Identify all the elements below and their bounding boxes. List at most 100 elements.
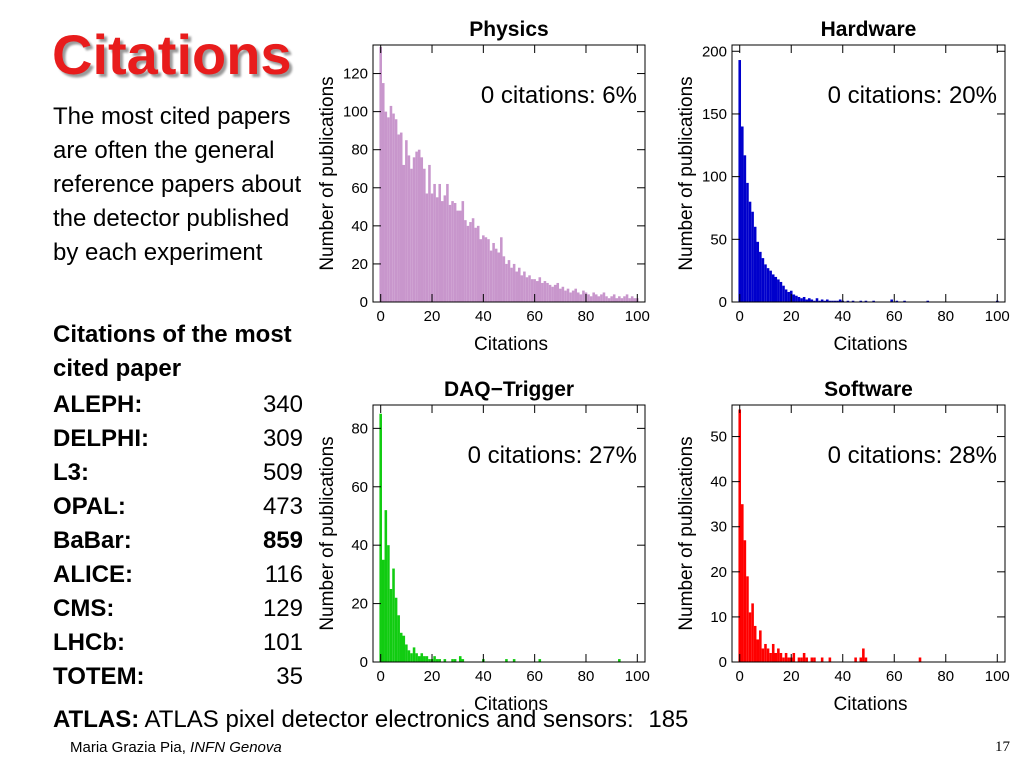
bar-hardware-21 [792,294,796,302]
bar-software-3 [746,576,749,662]
y-tick-label: 80 [351,142,368,159]
bar-physics-51 [510,267,513,302]
chart-title-hardware: Hardware [821,18,917,41]
bar-hardware-9 [761,258,765,302]
bar-hardware-37 [833,300,837,302]
bar-physics-33 [464,220,467,302]
x-tick-label: 80 [578,308,595,325]
experiment-row-cms: CMS: 129 [53,592,303,626]
bar-physics-5 [392,113,395,303]
bar-software-21 [792,652,796,662]
bar-physics-30 [456,210,459,302]
experiment-citations: 509 [262,459,303,486]
bar-physics-72 [564,290,567,302]
bar-hardware-26 [805,299,808,302]
bar-software-10 [764,643,767,662]
x-tick-label: 60 [886,668,903,685]
bar-physics-84 [594,294,598,302]
bar-physics-7 [397,134,400,302]
bar-physics-86 [600,294,603,302]
chart-title-daq-trigger: DAQ−Trigger [444,378,574,401]
bar-hardware-25 [802,296,806,302]
bar-physics-58 [528,275,531,302]
bar-physics-73 [566,288,570,302]
bar-daq-trigger-9 [402,635,406,662]
experiment-row-totem: TOTEM: 35 [53,660,303,694]
x-tick-label: 40 [475,668,492,685]
x-axis-label: Citations [474,334,548,355]
bar-physics-1 [381,83,385,303]
zero-citations-annotation: 0 citations: 20% [828,82,997,109]
bar-software-5 [751,603,754,662]
bar-software-1 [741,504,744,662]
x-tick-label: 100 [985,668,1010,685]
experiment-name: CMS: [53,595,115,622]
bar-physics-77 [577,292,580,302]
y-tick-label: 200 [702,43,727,60]
atlas-line: ATLAS: ATLAS pixel detector electronics … [53,706,688,734]
bar-daq-trigger-32 [461,659,465,662]
bar-software-9 [761,648,765,662]
bar-software-26 [805,657,808,662]
bar-hardware-8 [759,251,762,302]
bar-software-24 [800,657,803,662]
experiment-name: L3: [53,459,89,486]
plot-frame-physics [372,44,646,303]
bar-physics-98 [630,296,634,302]
y-tick-label: 50 [710,231,727,248]
bar-hardware-38 [836,300,839,302]
bar-daq-trigger-28 [451,659,454,662]
y-tick-label: 60 [351,479,368,496]
bar-physics-79 [582,290,585,302]
bar-hardware-61 [895,300,899,302]
bar-physics-36 [471,218,475,302]
x-tick-label: 80 [937,308,954,325]
bar-physics-2 [384,111,388,302]
bar-physics-96 [625,294,629,302]
bar-physics-12 [410,168,413,302]
bar-daq-trigger-6 [394,597,398,662]
bar-hardware-47 [859,300,863,302]
bar-physics-37 [474,227,477,302]
bar-daq-trigger-15 [417,656,421,662]
experiment-row-l3: L3: 509 [53,456,303,490]
x-tick-label: 0 [377,668,385,685]
experiment-name: ALEPH: [53,391,143,418]
bar-physics-22 [435,197,439,302]
y-tick-label: 40 [710,474,727,491]
bar-physics-85 [597,296,601,302]
y-tick-label: 80 [351,420,368,437]
y-tick-label: 20 [710,564,727,581]
bar-physics-39 [479,239,483,302]
page-number: 17 [995,739,1010,755]
experiment-row-opal: OPAL: 473 [53,490,303,524]
y-axis-label: Number of publications [676,436,697,630]
x-tick-label: 60 [526,668,543,685]
bar-daq-trigger-21 [433,656,436,662]
bar-physics-15 [417,149,421,302]
bar-physics-14 [415,151,418,302]
plot-frame-software [731,404,1006,663]
y-tick-label: 120 [343,66,368,83]
bar-physics-6 [394,119,398,302]
bar-physics-17 [423,168,426,302]
bar-physics-68 [553,284,557,302]
bar-daq-trigger-10 [405,644,408,662]
bar-hardware-28 [810,299,814,302]
bar-hardware-73 [926,300,930,302]
intro-text: The most cited papers are often the gene… [53,103,302,266]
bar-physics-82 [589,296,593,302]
experiment-citations: 35 [276,663,303,690]
x-tick-label: 20 [783,308,800,325]
bar-physics-55 [520,275,524,302]
bar-software-49 [864,657,868,662]
bar-physics-91 [612,294,616,302]
experiment-row-delphi: DELPHI: 309 [53,422,303,456]
bar-daq-trigger-52 [512,659,516,662]
x-axis-label: Citations [834,694,908,715]
bar-physics-60 [533,279,536,302]
bar-physics-21 [433,183,436,302]
y-tick-label: 40 [351,537,368,554]
y-tick-label: 20 [351,596,368,613]
bar-software-0 [738,409,742,662]
